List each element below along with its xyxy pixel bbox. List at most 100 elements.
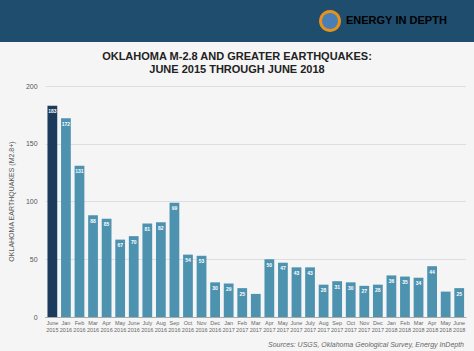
svg-text:2016: 2016 bbox=[87, 327, 99, 333]
svg-text:OKLAHOMA EARTHQUAKES (M2.8+): OKLAHOMA EARTHQUAKES (M2.8+) bbox=[8, 141, 16, 261]
svg-text:43: 43 bbox=[307, 270, 313, 276]
svg-text:Nov: Nov bbox=[359, 320, 369, 326]
svg-text:Mar: Mar bbox=[88, 320, 98, 326]
svg-text:81: 81 bbox=[145, 226, 151, 232]
svg-text:June: June bbox=[46, 320, 58, 326]
svg-text:2017: 2017 bbox=[223, 327, 235, 333]
svg-text:2017: 2017 bbox=[277, 327, 289, 333]
svg-text:Aug: Aug bbox=[319, 320, 329, 326]
svg-text:100: 100 bbox=[26, 198, 38, 205]
svg-text:July: July bbox=[305, 320, 315, 326]
svg-text:2017: 2017 bbox=[358, 327, 370, 333]
svg-text:Dec: Dec bbox=[210, 320, 220, 326]
svg-text:28: 28 bbox=[375, 287, 381, 293]
svg-text:2017: 2017 bbox=[304, 327, 316, 333]
svg-text:DEPTH: DEPTH bbox=[410, 14, 447, 26]
svg-text:2017: 2017 bbox=[263, 327, 275, 333]
svg-text:Jan: Jan bbox=[387, 320, 396, 326]
svg-text:131: 131 bbox=[75, 168, 84, 174]
svg-text:Sep: Sep bbox=[332, 320, 342, 326]
svg-text:2016: 2016 bbox=[114, 327, 126, 333]
svg-text:47: 47 bbox=[280, 265, 286, 271]
svg-text:May: May bbox=[440, 320, 451, 326]
svg-text:May: May bbox=[115, 320, 126, 326]
svg-text:44: 44 bbox=[429, 269, 435, 275]
svg-text:Jan: Jan bbox=[224, 320, 233, 326]
svg-text:2018: 2018 bbox=[453, 327, 465, 333]
svg-text:0: 0 bbox=[34, 314, 38, 321]
svg-text:2018: 2018 bbox=[412, 327, 424, 333]
svg-text:Oct: Oct bbox=[184, 320, 193, 326]
svg-text:25: 25 bbox=[239, 291, 245, 297]
svg-text:2017: 2017 bbox=[290, 327, 302, 333]
svg-text:150: 150 bbox=[26, 140, 38, 147]
svg-text:Dec: Dec bbox=[373, 320, 383, 326]
svg-text:Apr: Apr bbox=[428, 320, 437, 326]
svg-text:2018: 2018 bbox=[440, 327, 452, 333]
svg-text:2016: 2016 bbox=[100, 327, 112, 333]
svg-text:2016: 2016 bbox=[60, 327, 72, 333]
svg-text:50: 50 bbox=[267, 262, 273, 268]
svg-text:Feb: Feb bbox=[237, 320, 246, 326]
svg-text:Aug: Aug bbox=[156, 320, 166, 326]
svg-text:35: 35 bbox=[402, 279, 408, 285]
svg-text:Nov: Nov bbox=[197, 320, 207, 326]
svg-text:2017: 2017 bbox=[331, 327, 343, 333]
svg-text:2016: 2016 bbox=[182, 327, 194, 333]
svg-text:May: May bbox=[278, 320, 289, 326]
svg-text:2017: 2017 bbox=[250, 327, 262, 333]
svg-text:53: 53 bbox=[199, 258, 205, 264]
svg-text:2016: 2016 bbox=[195, 327, 207, 333]
svg-text:99: 99 bbox=[172, 205, 178, 211]
svg-text:28: 28 bbox=[321, 287, 327, 293]
svg-text:Apr: Apr bbox=[102, 320, 111, 326]
svg-text:67: 67 bbox=[117, 242, 123, 248]
svg-text:2016: 2016 bbox=[209, 327, 221, 333]
svg-text:200: 200 bbox=[26, 83, 38, 90]
svg-text:June: June bbox=[453, 320, 465, 326]
svg-text:2017: 2017 bbox=[372, 327, 384, 333]
svg-text:34: 34 bbox=[416, 280, 422, 286]
svg-text:30: 30 bbox=[212, 285, 218, 291]
svg-text:172: 172 bbox=[62, 121, 71, 127]
svg-text:Feb: Feb bbox=[400, 320, 409, 326]
svg-text:2016: 2016 bbox=[73, 327, 85, 333]
svg-text:88: 88 bbox=[90, 218, 96, 224]
svg-text:June: June bbox=[291, 320, 303, 326]
svg-text:54: 54 bbox=[185, 257, 191, 263]
svg-text:June: June bbox=[128, 320, 140, 326]
svg-text:85: 85 bbox=[104, 221, 110, 227]
svg-text:43: 43 bbox=[294, 270, 300, 276]
svg-text:29: 29 bbox=[226, 286, 232, 292]
svg-text:50: 50 bbox=[30, 256, 38, 263]
svg-text:2018: 2018 bbox=[399, 327, 411, 333]
svg-text:Apr: Apr bbox=[265, 320, 274, 326]
svg-text:2015: 2015 bbox=[46, 327, 58, 333]
svg-text:2017: 2017 bbox=[236, 327, 248, 333]
svg-text:OKLAHOMA M-2.8 AND GREATER EAR: OKLAHOMA M-2.8 AND GREATER EARTHQUAKES: bbox=[102, 50, 372, 62]
svg-text:2016: 2016 bbox=[128, 327, 140, 333]
svg-text:2017: 2017 bbox=[317, 327, 329, 333]
svg-text:July: July bbox=[142, 320, 152, 326]
svg-text:Sources: USGS, Oklahoma Geolog: Sources: USGS, Oklahoma Geological Surve… bbox=[268, 341, 464, 349]
svg-text:JUNE 2015 THROUGH JUNE 2018: JUNE 2015 THROUGH JUNE 2018 bbox=[149, 63, 324, 75]
svg-text:82: 82 bbox=[158, 225, 164, 231]
svg-text:Mar: Mar bbox=[414, 320, 424, 326]
svg-text:2016: 2016 bbox=[141, 327, 153, 333]
svg-text:36: 36 bbox=[389, 278, 395, 284]
svg-text:Sep: Sep bbox=[170, 320, 180, 326]
svg-text:Feb: Feb bbox=[75, 320, 84, 326]
svg-text:2016: 2016 bbox=[155, 327, 167, 333]
svg-text:2017: 2017 bbox=[345, 327, 357, 333]
svg-text:Oct: Oct bbox=[346, 320, 355, 326]
svg-text:IN: IN bbox=[396, 14, 407, 26]
svg-text:27: 27 bbox=[362, 288, 368, 294]
svg-text:25: 25 bbox=[456, 291, 462, 297]
svg-text:2018: 2018 bbox=[385, 327, 397, 333]
svg-text:Mar: Mar bbox=[251, 320, 261, 326]
svg-text:31: 31 bbox=[334, 284, 340, 290]
svg-text:70: 70 bbox=[131, 239, 137, 245]
svg-text:30: 30 bbox=[348, 285, 354, 291]
svg-text:2016: 2016 bbox=[168, 327, 180, 333]
svg-text:2018: 2018 bbox=[426, 327, 438, 333]
